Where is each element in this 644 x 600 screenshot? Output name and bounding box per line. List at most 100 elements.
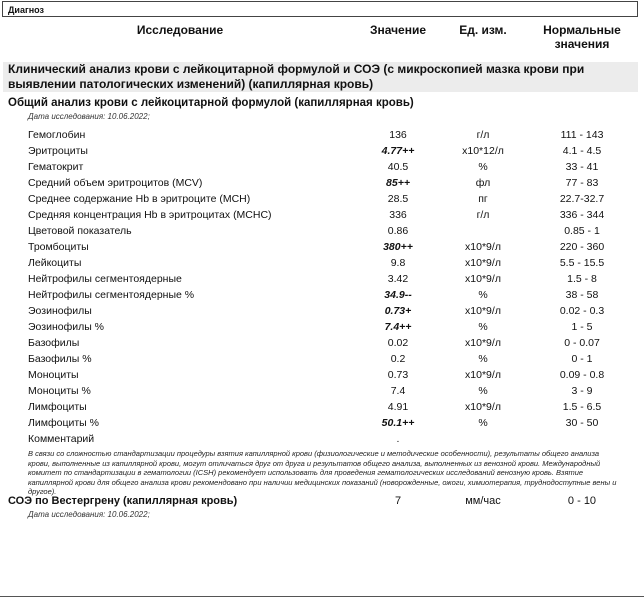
row-value: 9.8 xyxy=(390,257,406,269)
table-row: Среднее содержание Hb в эритроците (MCH)… xyxy=(0,191,644,207)
row-value: 380++ xyxy=(383,241,413,253)
row-value: 3.42 xyxy=(387,273,409,285)
row-unit: % xyxy=(478,385,488,397)
soe-date: Дата исследования: 10.06.2022; xyxy=(28,510,150,519)
table-row: Средний объем эритроцитов (MCV) 85++ фл 77 … xyxy=(0,175,644,191)
row-value: 7.4 xyxy=(390,385,406,397)
diagnosis-box: Диагноз xyxy=(2,1,638,17)
row-name: Лейкоциты xyxy=(28,257,82,269)
row-value: 0.73 xyxy=(387,369,409,381)
row-unit: % xyxy=(478,417,488,429)
row-value: 0.86 xyxy=(387,225,409,237)
row-name: Нейтрофилы сегментоядерные xyxy=(28,273,182,285)
row-unit: x10*9/л xyxy=(465,401,501,413)
row-unit: г/л xyxy=(476,209,490,221)
row-norm: 0.85 - 1 xyxy=(564,225,600,237)
soe-value: 7 xyxy=(394,495,402,507)
soe-row: СОЭ по Вестергрену (капиллярная кровь) 7… xyxy=(0,493,644,509)
row-name: Средняя концентрация Hb в эритроцитах (M… xyxy=(28,209,272,221)
header-norm-line2: значения xyxy=(554,37,610,51)
table-row: Базофилы 0.02 x10*9/л 0 - 0.07 xyxy=(0,335,644,351)
table-row: Комментарий. xyxy=(0,431,644,447)
row-value: 50.1++ xyxy=(381,417,415,429)
row-norm: 38 - 58 xyxy=(565,289,599,301)
row-value: 34.9-- xyxy=(384,289,412,301)
row-norm: 0 - 1 xyxy=(571,353,593,365)
row-name: Базофилы % xyxy=(28,353,92,365)
row-norm: 1.5 - 6.5 xyxy=(562,401,602,413)
soe-name: СОЭ по Вестергрену (капиллярная кровь) xyxy=(8,495,238,507)
row-unit: % xyxy=(478,161,488,173)
row-name: Тромбоциты xyxy=(28,241,89,253)
header-norm: Нормальные значения xyxy=(530,23,634,51)
row-value: 4.77++ xyxy=(381,145,415,157)
row-name: Средний объем эритроцитов (MCV) xyxy=(28,177,203,189)
table-row: Лимфоциты % 50.1++% 30 - 50 xyxy=(0,415,644,431)
row-norm: 111 - 143 xyxy=(560,129,604,141)
row-value: 40.5 xyxy=(387,161,409,173)
row-value: 85++ xyxy=(386,177,410,189)
row-name: Моноциты % xyxy=(28,385,91,397)
row-value: 28.5 xyxy=(387,193,409,205)
row-unit: фл xyxy=(475,177,491,189)
row-name: Гематокрит xyxy=(28,161,84,173)
row-norm: 33 - 41 xyxy=(565,161,599,173)
subsection-date: Дата исследования: 10.06.2022; xyxy=(28,112,150,121)
diagnosis-label: Диагноз xyxy=(8,5,44,15)
row-unit: x10*9/л xyxy=(465,369,501,381)
row-unit: % xyxy=(478,353,488,365)
row-unit: x10*12/л xyxy=(462,145,504,157)
row-unit: x10*9/л xyxy=(465,305,501,317)
table-row: Эритроциты 4.77++ x10*12/л 4.1 - 4.5 xyxy=(0,143,644,159)
soe-norm: 0 - 10 xyxy=(567,495,597,507)
table-row: Лейкоциты 9.8 x10*9/л 5.5 - 15.5 xyxy=(0,255,644,271)
row-name: Лимфоциты % xyxy=(28,417,99,429)
row-name: Лимфоциты xyxy=(28,401,87,413)
table-row: Моноциты 0.73 x10*9/л 0.09 - 0.8 xyxy=(0,367,644,383)
row-norm: 0.09 - 0.8 xyxy=(559,369,605,381)
row-norm: 3 - 9 xyxy=(571,385,593,397)
row-value: . xyxy=(396,433,400,445)
row-norm: 1.5 - 8 xyxy=(567,273,597,285)
row-name: Моноциты xyxy=(28,369,79,381)
row-name: Цветовой показатель xyxy=(28,225,132,237)
table-row: Тромбоциты 380++ x10*9/л 220 - 360 xyxy=(0,239,644,255)
table-row: Нейтрофилы сегментоядерные 3.42 x10*9/л 1.5… xyxy=(0,271,644,287)
row-value: 336 xyxy=(389,209,407,221)
row-name: Эозинофилы % xyxy=(28,321,105,333)
row-norm: 1 - 5 xyxy=(571,321,593,333)
row-name: Гемоглобин xyxy=(28,129,86,141)
row-norm: 0.02 - 0.3 xyxy=(559,305,605,317)
row-value: 7.4++ xyxy=(384,321,412,333)
table-row: Базофилы % 0.2% 0 - 1 xyxy=(0,351,644,367)
row-value: 0.02 xyxy=(387,337,409,349)
table-row: Эозинофилы 0.73+ x10*9/л 0.02 - 0.3 xyxy=(0,303,644,319)
results-table: Гемоглобин 136 г/л 111 - 143 Эритроциты 4.77+… xyxy=(0,127,644,447)
row-norm: 220 - 360 xyxy=(559,241,605,253)
table-row: Нейтрофилы сегментоядерные % 34.9--% 38 - … xyxy=(0,287,644,303)
table-row: Средняя концентрация Hb в эритроцитах (M… xyxy=(0,207,644,223)
row-value: 4.91 xyxy=(387,401,409,413)
row-unit: г/л xyxy=(476,129,490,141)
table-row: Цветовой показатель 0.86 0.85 - 1 xyxy=(0,223,644,239)
bottom-divider xyxy=(0,596,644,597)
row-unit: x10*9/л xyxy=(465,241,501,253)
table-row: Гемоглобин 136 г/л 111 - 143 xyxy=(0,127,644,143)
table-row: Эозинофилы % 7.4++% 1 - 5 xyxy=(0,319,644,335)
header-value: Значение xyxy=(369,23,427,37)
row-unit: пг xyxy=(478,193,488,205)
row-value: 136 xyxy=(389,129,407,141)
row-unit: % xyxy=(478,321,488,333)
header-norm-line1: Нормальные xyxy=(543,23,621,37)
row-unit: % xyxy=(478,289,488,301)
row-name: Эозинофилы xyxy=(28,305,92,317)
soe-unit: мм/час xyxy=(465,495,501,507)
row-unit: x10*9/л xyxy=(465,273,501,285)
row-unit: x10*9/л xyxy=(465,257,501,269)
row-norm: 336 - 344 xyxy=(559,209,605,221)
row-norm: 30 - 50 xyxy=(565,417,599,429)
row-norm: 0 - 0.07 xyxy=(564,337,600,349)
row-unit: x10*9/л xyxy=(465,337,501,349)
row-name: Эритроциты xyxy=(28,145,88,157)
row-value: 0.2 xyxy=(390,353,406,365)
